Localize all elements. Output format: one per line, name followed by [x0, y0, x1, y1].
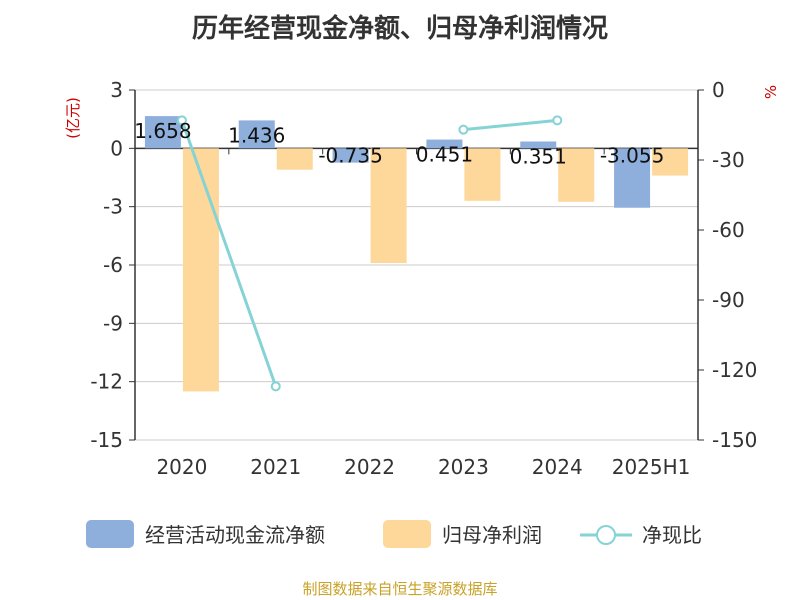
x-tick-label: 2024 — [532, 455, 583, 479]
x-tick-label: 2023 — [438, 455, 489, 479]
legend-swatch-profit — [383, 520, 431, 548]
ratio-point-2021 — [270, 381, 281, 392]
chart-title: 历年经营现金净额、归母净利润情况 — [191, 14, 608, 44]
bars — [144, 116, 689, 392]
left-tick-label: 3 — [110, 78, 123, 102]
x-tick-label: 2020 — [156, 455, 207, 479]
left-tick-label: -15 — [90, 428, 123, 452]
x-tick-label: 2021 — [250, 455, 301, 479]
cash-data-label: -3.055 — [600, 143, 664, 167]
x-tick-label: 2022 — [344, 455, 395, 479]
ratio-point-2023 — [458, 124, 469, 135]
right-tick-label: -30 — [712, 148, 745, 172]
bar-profit-2024 — [558, 148, 595, 202]
ratio-segment — [180, 119, 278, 387]
bar-profit-2025H1 — [652, 148, 689, 176]
left-tick-label: -12 — [90, 370, 123, 394]
legend: 经营活动现金流净额 归母净利润 净现比 — [86, 520, 702, 548]
right-tick-label: -120 — [712, 358, 757, 382]
left-axis-unit: (亿元) — [64, 97, 82, 139]
legend-label-profit: 归母净利润 — [442, 523, 542, 547]
ratio-point-2024 — [552, 115, 563, 126]
legend-marker-ratio — [596, 525, 616, 545]
ratio-line — [176, 115, 563, 392]
ratio-point-2020 — [176, 115, 187, 126]
ratio-segment — [463, 118, 558, 132]
bar-cash-2021 — [238, 120, 275, 149]
bar-profit-2021 — [276, 148, 313, 170]
bar-profit-2022 — [370, 148, 407, 264]
left-tick-label: 0 — [110, 136, 123, 160]
right-axis-unit: % — [762, 85, 780, 99]
legend-label-ratio: 净现比 — [642, 523, 702, 547]
x-tick-label: 2025H1 — [612, 455, 691, 479]
right-tick-label: 0 — [712, 78, 725, 102]
bar-cash-2025H1 — [614, 148, 651, 208]
left-tick-label: -6 — [103, 253, 123, 277]
left-tick-label: -9 — [103, 311, 123, 335]
bar-profit-2023 — [464, 148, 501, 201]
right-tick-label: -150 — [712, 428, 757, 452]
cash-data-label: -0.735 — [318, 143, 382, 167]
left-tick-label: -3 — [103, 195, 123, 219]
bar-cash-2020 — [144, 116, 181, 149]
right-tick-label: -90 — [712, 288, 745, 312]
data-labels: 1.658 1.436 -0.735 0.451 0.351 -3.055 — [134, 119, 664, 168]
cash-data-label: 1.658 — [134, 119, 191, 143]
bar-cash-2023 — [426, 139, 463, 149]
legend-swatch-cash — [86, 520, 134, 548]
right-tick-label: -60 — [712, 218, 745, 242]
legend-label-cash: 经营活动现金流净额 — [145, 523, 325, 547]
cash-data-label: 0.351 — [510, 145, 567, 169]
bar-cash-2022 — [332, 148, 369, 163]
bar-cash-2024 — [520, 141, 557, 149]
bar-profit-2020 — [182, 148, 219, 392]
cash-data-label: 1.436 — [228, 123, 285, 147]
source-note: 制图数据来自恒生聚源数据库 — [302, 580, 498, 598]
cash-data-label: 0.451 — [416, 143, 473, 167]
